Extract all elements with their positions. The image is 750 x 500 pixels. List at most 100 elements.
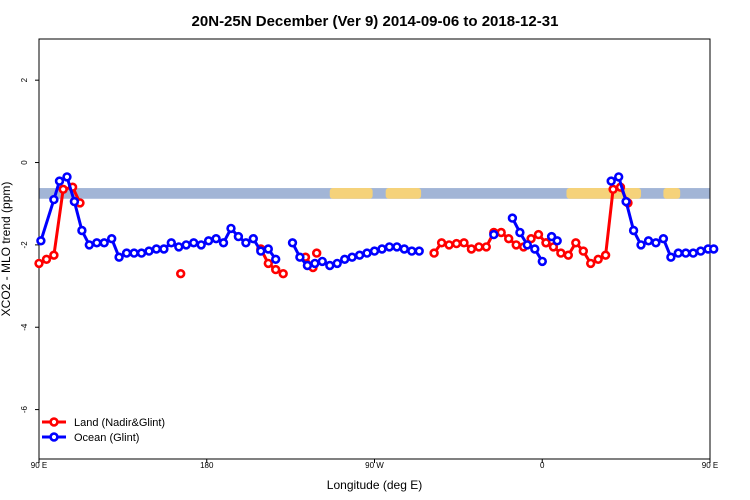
x-tick-label: 90 E <box>702 461 718 470</box>
x-axis-label: Longitude (deg E) <box>327 478 422 492</box>
data-point <box>121 248 132 258</box>
data-point <box>651 238 661 248</box>
legend-label: Ocean (Glint) <box>74 432 139 444</box>
y-tick-label: 2 <box>20 77 29 82</box>
x-tick-label: 90 W <box>365 461 384 470</box>
series-layer <box>34 172 719 279</box>
y-tick-label: -4 <box>20 323 29 331</box>
data-point <box>466 244 477 254</box>
band-land-patch <box>566 188 642 199</box>
data-point <box>271 264 281 275</box>
data-point <box>526 234 536 244</box>
data-point <box>533 229 544 240</box>
data-point <box>369 246 380 256</box>
data-point <box>658 234 669 244</box>
data-point <box>436 238 447 248</box>
data-point <box>600 250 611 260</box>
chart-title: 20N-25N December (Ver 9) 2014-09-06 to 2… <box>192 13 559 30</box>
data-point <box>189 238 199 248</box>
data-point <box>84 240 95 250</box>
data-point <box>62 172 72 182</box>
data-point <box>504 234 514 244</box>
data-point <box>159 244 169 254</box>
data-point <box>537 256 547 267</box>
data-point <box>203 236 214 246</box>
data-point <box>522 240 532 250</box>
data-point <box>302 260 313 271</box>
data-point <box>608 184 618 195</box>
x-tick-label: 180 <box>200 461 214 470</box>
data-point <box>444 240 454 250</box>
data-point <box>151 244 162 254</box>
data-point <box>578 246 588 256</box>
data-point <box>36 236 46 246</box>
data-point <box>399 244 409 254</box>
data-point <box>362 248 372 258</box>
data-point <box>41 254 52 264</box>
data-point <box>451 238 462 249</box>
data-point <box>673 248 683 258</box>
data-point <box>241 238 251 248</box>
x-axis: 90 E 180 90 W 0 90 E <box>31 459 718 470</box>
series-ocean-glint- <box>36 172 719 271</box>
data-point <box>77 225 87 236</box>
data-point <box>606 176 616 186</box>
legend-label: Land (Nadir&Glint) <box>74 417 165 429</box>
data-point <box>256 246 266 256</box>
data-point <box>58 184 68 195</box>
data-point <box>530 244 540 254</box>
data-point <box>515 227 525 238</box>
data-point <box>474 242 484 252</box>
data-point <box>263 244 273 254</box>
data-point <box>166 238 177 248</box>
data-point <box>49 194 59 205</box>
data-point <box>621 196 631 207</box>
data-point <box>211 234 221 244</box>
y-axis: 2 0 -2 -4 -6 <box>20 77 39 413</box>
data-point <box>340 254 350 264</box>
data-point <box>507 213 518 223</box>
data-point <box>317 256 327 267</box>
data-point <box>666 252 676 262</box>
y-tick-label: -2 <box>20 241 29 249</box>
data-point <box>429 248 439 258</box>
y-axis-label: XCO2 - MLO trend (ppm) <box>0 182 13 317</box>
data-point <box>196 240 206 250</box>
data-point <box>278 269 288 279</box>
y-tick-label: 0 <box>20 160 29 165</box>
data-point <box>681 248 691 258</box>
data-point <box>708 244 719 254</box>
band-land-patch <box>329 188 373 199</box>
data-point <box>556 248 566 258</box>
series-land-nadir-glint- <box>34 182 633 279</box>
data-point <box>563 250 573 260</box>
legend-marker <box>49 432 59 442</box>
band-ocean <box>39 188 710 199</box>
data-point <box>99 238 109 248</box>
data-point <box>571 238 581 248</box>
data-point <box>114 252 124 262</box>
band-land-patch <box>663 188 681 199</box>
data-point <box>688 248 698 258</box>
y-tick-label: -6 <box>20 405 29 413</box>
data-point <box>106 234 117 244</box>
data-point <box>233 231 244 242</box>
data-point <box>636 240 646 250</box>
data-point <box>271 254 281 264</box>
data-point <box>34 258 44 269</box>
data-point <box>325 260 335 271</box>
data-point <box>181 240 191 250</box>
data-point <box>481 242 491 252</box>
data-point <box>347 252 357 262</box>
data-point <box>511 240 521 250</box>
data-point <box>593 254 603 264</box>
data-point <box>414 246 424 256</box>
data-point <box>496 227 506 238</box>
data-point <box>295 252 305 262</box>
data-point <box>49 250 59 260</box>
data-point <box>218 238 229 248</box>
data-point <box>92 238 102 248</box>
data-point <box>613 172 624 182</box>
data-point <box>54 176 65 186</box>
data-point <box>489 229 499 240</box>
